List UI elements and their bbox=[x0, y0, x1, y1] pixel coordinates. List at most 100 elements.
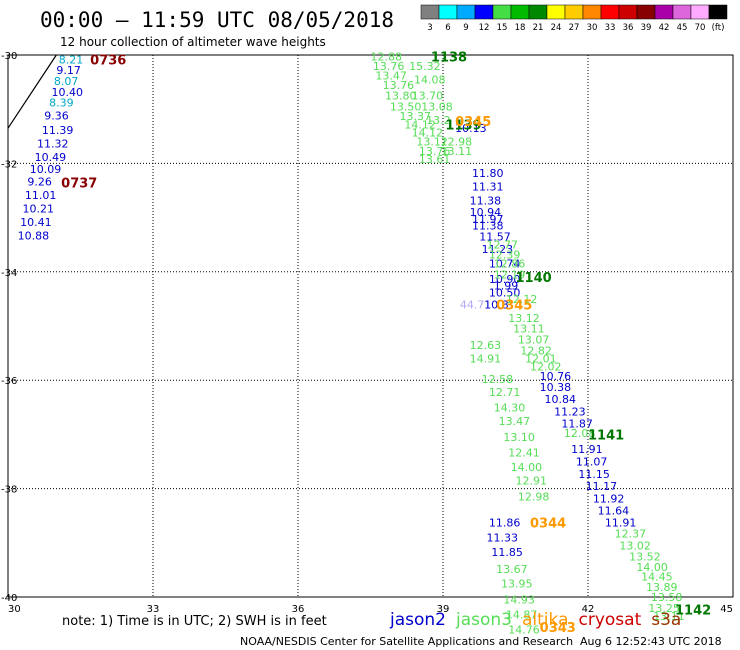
swh-value-jason2: 10.49 bbox=[35, 151, 66, 164]
swh-value-jason2: 11.38 bbox=[472, 220, 504, 233]
swh-value-jason2: 11.97 bbox=[472, 213, 504, 226]
swh-value-jason3: 14.76 bbox=[508, 624, 540, 637]
swh-value-jason2: 11.87 bbox=[561, 418, 593, 431]
swh-value-jason3: 13.02 bbox=[619, 540, 651, 553]
swh-value-jason2: 11.91 bbox=[605, 517, 637, 530]
colorbar-swatch bbox=[564, 4, 584, 20]
colorbar-swatch bbox=[636, 4, 656, 20]
swh-value-jason2: 11.23 bbox=[554, 406, 586, 419]
swh-value-jason2: 10.88 bbox=[18, 229, 49, 242]
colorbar-label: 6 bbox=[445, 23, 450, 33]
swh-value-jason2: 11.86 bbox=[489, 517, 520, 530]
axis-ticks: 30 33 36 39 42 45 -30 -32 -34 -36 -38 -40 bbox=[1, 51, 733, 615]
swh-value-jason2: 10.50 bbox=[489, 286, 520, 299]
chart-title: 00:00 — 11:59 UTC 08/05/2018 bbox=[40, 8, 394, 32]
swh-value-jason2: 9.26 bbox=[27, 175, 52, 188]
swh-value-jason3: 14.12 bbox=[404, 118, 436, 131]
swh-value-jason2: 11.80 bbox=[472, 167, 504, 180]
colorbar-label: 3 bbox=[427, 23, 432, 33]
colorbar-label: 21 bbox=[533, 23, 544, 33]
colorbar-label: 39 bbox=[641, 23, 652, 33]
swh-value-jason3: 12.86 bbox=[494, 258, 526, 271]
colorbar-label: 12 bbox=[479, 23, 490, 33]
swh-value-jason2: 11.57 bbox=[479, 231, 511, 244]
swh-value-jason2: 10.40 bbox=[52, 86, 84, 99]
swh-value-jason2: 10.76 bbox=[540, 370, 572, 383]
swh-value-jason3: 14.87 bbox=[506, 608, 538, 621]
pass-time-label: 0345 bbox=[496, 298, 532, 313]
colorbar-swatch bbox=[582, 4, 602, 20]
pass-time-labels: 0736 0737 1138 1139 1140 1141 1142 0345 0345 0344… bbox=[61, 51, 711, 636]
swh-value-jason3: 12.02 bbox=[530, 361, 562, 374]
pass-time-label: 1142 bbox=[675, 603, 711, 618]
colorbar-label: 24 bbox=[551, 23, 562, 33]
swh-value-jason3: 13.47 bbox=[499, 415, 531, 428]
colorbar-label: 15 bbox=[497, 23, 508, 33]
swh-value-jason3: 13.61 bbox=[419, 153, 451, 166]
x-tick-label: 30 bbox=[8, 604, 21, 615]
swh-value-jason3: 12.98 bbox=[441, 136, 473, 149]
colorbar-swatch bbox=[618, 4, 638, 20]
swh-value-jason3: 13.11 bbox=[513, 323, 545, 336]
swh-value-jason3: 13.12 bbox=[416, 136, 448, 149]
legend-jason3: jason3 bbox=[455, 610, 512, 630]
y-tick-label: -40 bbox=[1, 593, 17, 604]
pass-time-label: 0344 bbox=[530, 517, 566, 532]
y-tick-label: -30 bbox=[1, 51, 17, 62]
x-tick-label: 33 bbox=[147, 604, 160, 615]
swh-value-jason3: 12.01 bbox=[525, 353, 557, 366]
swh-value-jason2: 10.74 bbox=[489, 258, 520, 271]
swh-value-jason3: 13.37 bbox=[400, 110, 432, 123]
swh-value-jason2: 9.36 bbox=[44, 110, 69, 123]
swh-value-jason3: 13.50 bbox=[390, 100, 422, 113]
colorbar-swatch bbox=[690, 4, 710, 20]
colorbar-swatch bbox=[510, 4, 530, 20]
swh-value-jason2: 11.01 bbox=[25, 189, 56, 202]
swh-value-jason2: 11.38 bbox=[470, 194, 502, 207]
colorbar-label: 30 bbox=[587, 23, 598, 33]
swh-value-jason2: 10.38 bbox=[540, 381, 572, 394]
swh-value-jason3: 12.88 bbox=[371, 51, 403, 64]
swh-value-jason3: 13.58 bbox=[651, 591, 683, 604]
swh-value-jason3: 14.08 bbox=[414, 73, 446, 86]
swh-value-jason3: 12.37 bbox=[615, 528, 647, 541]
swh-value-jason3: 12.12 bbox=[506, 293, 538, 306]
swh-value-jason2: 10.13 bbox=[455, 122, 487, 135]
swh-value-jason3: 12.41 bbox=[508, 446, 540, 459]
swh-value-jason3: 14.00 bbox=[511, 461, 542, 474]
colorbar-legend: 3 6 9 12 15 18 21 24 27 30 33 36 39 42 45 70 (ft) bbox=[420, 4, 728, 33]
swh-value-jason3: 14.00 bbox=[636, 561, 668, 574]
swh-value-jason3: 12.58 bbox=[482, 373, 513, 386]
swh-value-altika: 10.8 bbox=[484, 298, 509, 311]
colorbar-label: 18 bbox=[515, 23, 526, 33]
colorbar-swatch bbox=[546, 4, 566, 20]
swh-value-jason3: 14.93 bbox=[503, 594, 534, 607]
swh-value-jason3: 13.80 bbox=[385, 90, 417, 103]
legend-altika: altika bbox=[522, 610, 569, 630]
swh-value-jason3: 13.95 bbox=[501, 577, 533, 590]
x-tick-label: 45 bbox=[720, 604, 733, 615]
swh-value-jason3: 12.19 bbox=[494, 269, 526, 282]
swh-value-jason3: 12.63 bbox=[470, 339, 502, 352]
swh-value-jason3: 14.45 bbox=[641, 570, 673, 583]
pass-time-label: 0737 bbox=[61, 176, 97, 191]
swh-value-jason3: 13.76 bbox=[383, 79, 415, 92]
swh-value-jason3: 13.76 bbox=[419, 145, 451, 158]
swh-value-jason3: 12.08 bbox=[564, 427, 596, 440]
colorbar-swatch bbox=[456, 4, 476, 20]
track-line bbox=[7, 54, 57, 129]
colorbar-swatch bbox=[654, 4, 674, 20]
colorbar-label: 36 bbox=[623, 23, 634, 33]
colorbar-swatch bbox=[672, 4, 692, 20]
swh-value-jason3: 13.89 bbox=[646, 581, 678, 594]
pass-time-label: 1139 bbox=[445, 118, 481, 133]
colorbar-label: 45 bbox=[677, 23, 688, 33]
legend-cryosat: cryosat bbox=[579, 610, 642, 630]
swh-value-jason2: 10.94 bbox=[470, 206, 502, 219]
colorbar-swatch bbox=[438, 4, 458, 20]
swh-value-jason2: 8.07 bbox=[54, 75, 79, 88]
swh-value-jason2: 8.21 bbox=[59, 53, 84, 66]
swh-value-jason3: 14.30 bbox=[494, 401, 526, 414]
swh-value-jason3: 13.70 bbox=[412, 90, 444, 103]
swh-value-jason3: 13.52 bbox=[629, 550, 661, 563]
